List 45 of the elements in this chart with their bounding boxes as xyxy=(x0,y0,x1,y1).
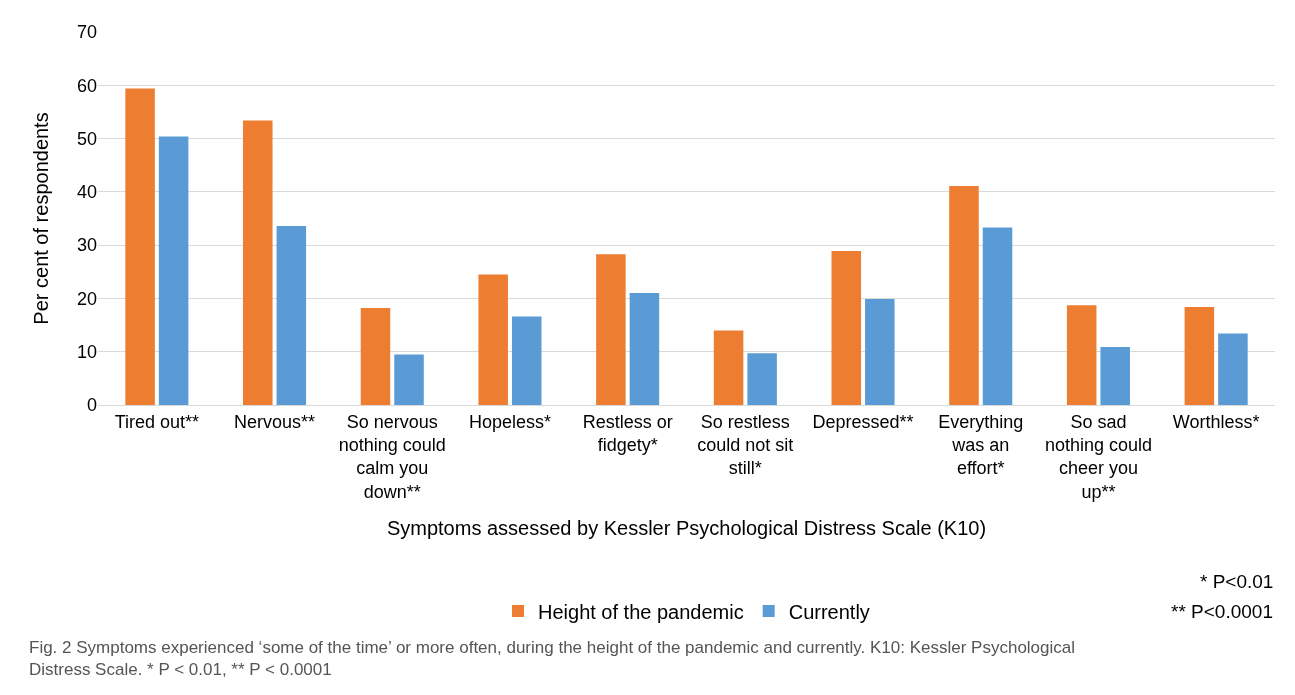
x-tick-label: Everything was an effort* xyxy=(938,411,1024,479)
y-tick-label: 50 xyxy=(76,128,97,149)
y-tick-label: 60 xyxy=(76,75,97,96)
x-tick-label: Hopeless* xyxy=(468,411,551,432)
y-tick-label: 20 xyxy=(76,288,97,309)
bar xyxy=(949,186,979,405)
y-tick-label: 0 xyxy=(86,395,97,416)
bar xyxy=(629,293,660,405)
bar xyxy=(1066,305,1097,405)
x-tick-label: So restless could not sit still* xyxy=(697,411,794,479)
x-tick-label: So sad nothing could cheer you up** xyxy=(1044,411,1152,502)
text: ** P<0.0001 xyxy=(1171,601,1273,622)
legend-label: Currently xyxy=(788,600,870,623)
bar xyxy=(982,227,1013,405)
bar xyxy=(478,274,508,405)
x-tick-label: Nervous** xyxy=(234,411,316,432)
bar xyxy=(713,330,744,405)
legend-label: Height of the pandemic xyxy=(538,600,744,623)
caption: Fig. 2 Symptoms experienced ‘some of the time’ or more often, during the height of the pandemic and currently. K10: Kessler Psychological Distress Scale. * P < 0.01, ** P < 0.0001 xyxy=(29,638,1076,680)
bar xyxy=(158,136,189,405)
bar xyxy=(747,353,777,405)
bar xyxy=(511,316,542,405)
x-tick-label: Tired out** xyxy=(114,411,200,432)
y-axis-title: Per cent of respondents xyxy=(30,112,52,325)
x-tick-label: Worthless* xyxy=(1172,411,1260,432)
y-tick-label: 40 xyxy=(76,182,97,203)
x-tick-label: Depressed** xyxy=(812,411,914,432)
text: * P<0.01 xyxy=(1200,571,1274,592)
bar xyxy=(865,298,895,405)
y-tick-label: 10 xyxy=(76,342,97,363)
bar xyxy=(831,251,862,405)
y-tick-label: 70 xyxy=(76,22,97,43)
x-axis-title: Symptoms assessed by Kessler Psychological Distress Scale (K10) xyxy=(386,517,987,540)
bar xyxy=(276,225,307,405)
x-tick-label: So nervous nothing could calm you down** xyxy=(338,411,446,502)
bar xyxy=(1100,346,1130,405)
bar xyxy=(243,120,273,405)
bar xyxy=(1218,333,1248,405)
bar xyxy=(125,88,155,405)
bar xyxy=(360,308,391,405)
bar xyxy=(596,254,626,405)
bar xyxy=(1184,306,1215,405)
y-tick-label: 30 xyxy=(76,235,97,256)
bar xyxy=(394,354,424,405)
x-tick-label: Restless or fidgety* xyxy=(582,411,673,455)
